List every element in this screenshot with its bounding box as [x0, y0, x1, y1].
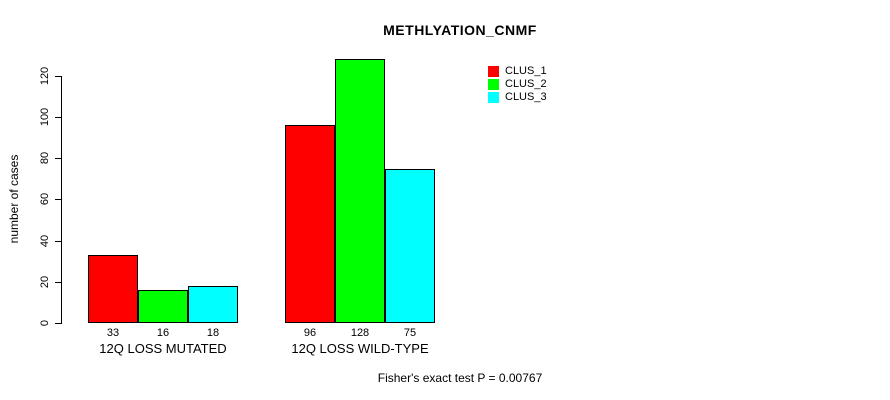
legend: CLUS_1 CLUS_2 CLUS_3	[488, 65, 547, 104]
chart-title: METHLYATION_CNMF	[383, 22, 537, 38]
y-tick-mark	[55, 281, 62, 283]
legend-label: CLUS_2	[505, 78, 547, 90]
bar-clus-2-group1	[138, 290, 188, 323]
y-tick-mark	[55, 117, 62, 119]
bar-clus-3-group1	[188, 286, 238, 323]
bar-value-label: 18	[206, 327, 220, 339]
y-tick-label: 80	[39, 152, 51, 165]
y-tick-label: 20	[39, 275, 51, 288]
y-tick-label: 120	[39, 66, 51, 86]
bar-clus-2-group2	[335, 59, 385, 323]
y-tick-mark	[55, 75, 62, 77]
y-tick-label: 0	[39, 319, 51, 327]
legend-item: CLUS_2	[488, 78, 547, 90]
y-tick-mark	[55, 323, 62, 324]
y-tick-mark	[55, 158, 62, 160]
y-tick-label: 40	[39, 234, 51, 247]
y-tick-mark	[55, 199, 62, 201]
legend-label: CLUS_3	[505, 91, 547, 103]
bar-clus-1-group2	[285, 125, 335, 323]
bar-value-label: 75	[403, 327, 417, 339]
legend-label: CLUS_1	[505, 65, 547, 77]
bar-value-label: 33	[106, 327, 120, 339]
y-axis-label: number of cases	[7, 154, 21, 244]
bar-value-label: 96	[303, 327, 317, 339]
bar-value-label: 16	[156, 327, 170, 339]
legend-item: CLUS_1	[488, 65, 547, 77]
legend-item: CLUS_3	[488, 91, 547, 103]
y-tick-mark	[55, 240, 62, 242]
y-tick-label: 60	[39, 193, 51, 206]
y-tick-label: 100	[39, 107, 51, 127]
bar-clus-1-group1	[88, 255, 138, 323]
legend-swatch-icon	[488, 91, 499, 103]
bar-clus-3-group2	[385, 169, 435, 323]
annotation-text: Fisher's exact test P = 0.00767	[377, 371, 543, 385]
legend-swatch-icon	[488, 65, 499, 77]
bar-value-label: 128	[350, 327, 370, 339]
x-category-label: 12Q LOSS WILD-TYPE	[291, 341, 429, 356]
x-category-label: 12Q LOSS MUTATED	[99, 341, 227, 356]
legend-swatch-icon	[488, 78, 499, 90]
